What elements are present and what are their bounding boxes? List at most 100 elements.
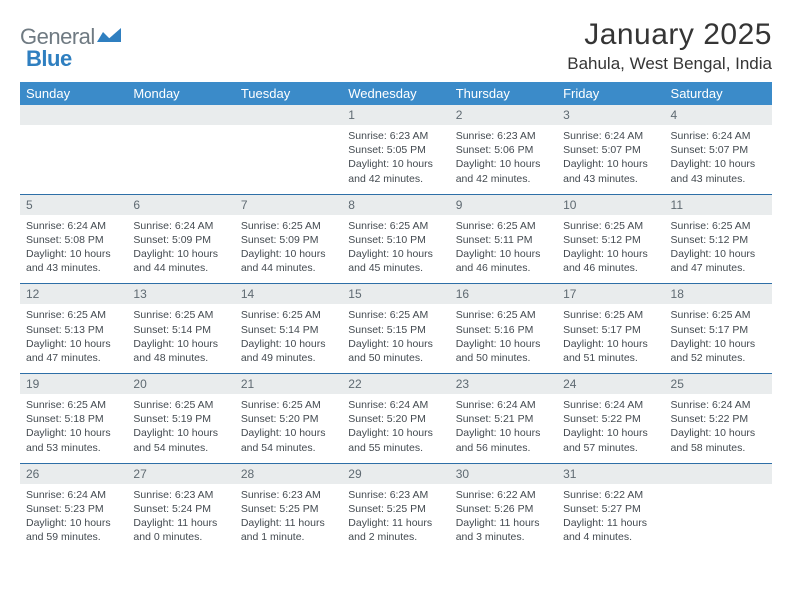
calendar-cell: 25Sunrise: 6:24 AMSunset: 5:22 PMDayligh… xyxy=(665,374,772,464)
day-body: Sunrise: 6:25 AMSunset: 5:12 PMDaylight:… xyxy=(557,215,664,284)
sunrise-line: Sunrise: 6:25 AM xyxy=(241,398,336,412)
sunset-line: Sunset: 5:09 PM xyxy=(241,233,336,247)
calendar-week-row: 26Sunrise: 6:24 AMSunset: 5:23 PMDayligh… xyxy=(20,463,772,552)
calendar-cell: 13Sunrise: 6:25 AMSunset: 5:14 PMDayligh… xyxy=(127,284,234,374)
sunrise-line: Sunrise: 6:25 AM xyxy=(563,219,658,233)
calendar-cell: 6Sunrise: 6:24 AMSunset: 5:09 PMDaylight… xyxy=(127,194,234,284)
sunrise-line: Sunrise: 6:24 AM xyxy=(133,219,228,233)
weekday-header-row: Sunday Monday Tuesday Wednesday Thursday… xyxy=(20,82,772,105)
sunrise-line: Sunrise: 6:24 AM xyxy=(671,129,766,143)
daylight-line: Daylight: 10 hours and 44 minutes. xyxy=(241,247,336,275)
calendar-week-row: 12Sunrise: 6:25 AMSunset: 5:13 PMDayligh… xyxy=(20,284,772,374)
sunrise-line: Sunrise: 6:25 AM xyxy=(241,308,336,322)
daylight-line: Daylight: 10 hours and 57 minutes. xyxy=(563,426,658,454)
day-number: 22 xyxy=(342,374,449,394)
daylight-line: Daylight: 11 hours and 0 minutes. xyxy=(133,516,228,544)
daylight-line: Daylight: 11 hours and 2 minutes. xyxy=(348,516,443,544)
calendar-cell: 3Sunrise: 6:24 AMSunset: 5:07 PMDaylight… xyxy=(557,105,664,194)
calendar-cell: 4Sunrise: 6:24 AMSunset: 5:07 PMDaylight… xyxy=(665,105,772,194)
daylight-line: Daylight: 10 hours and 43 minutes. xyxy=(26,247,121,275)
daylight-line: Daylight: 10 hours and 44 minutes. xyxy=(133,247,228,275)
sunset-line: Sunset: 5:06 PM xyxy=(456,143,551,157)
sunset-line: Sunset: 5:17 PM xyxy=(563,323,658,337)
day-number: 7 xyxy=(235,195,342,215)
sunset-line: Sunset: 5:22 PM xyxy=(563,412,658,426)
month-title: January 2025 xyxy=(567,18,772,52)
daylight-line: Daylight: 10 hours and 43 minutes. xyxy=(563,157,658,185)
day-body: Sunrise: 6:23 AMSunset: 5:24 PMDaylight:… xyxy=(127,484,234,553)
day-body: Sunrise: 6:25 AMSunset: 5:19 PMDaylight:… xyxy=(127,394,234,463)
day-number: 31 xyxy=(557,464,664,484)
daylight-line: Daylight: 10 hours and 47 minutes. xyxy=(26,337,121,365)
sunrise-line: Sunrise: 6:23 AM xyxy=(348,488,443,502)
day-body: Sunrise: 6:25 AMSunset: 5:14 PMDaylight:… xyxy=(127,304,234,373)
daylight-line: Daylight: 10 hours and 46 minutes. xyxy=(456,247,551,275)
day-body: Sunrise: 6:24 AMSunset: 5:21 PMDaylight:… xyxy=(450,394,557,463)
daylight-line: Daylight: 10 hours and 56 minutes. xyxy=(456,426,551,454)
day-number: 16 xyxy=(450,284,557,304)
sunset-line: Sunset: 5:05 PM xyxy=(348,143,443,157)
location-subtitle: Bahula, West Bengal, India xyxy=(567,54,772,74)
calendar-cell: 31Sunrise: 6:22 AMSunset: 5:27 PMDayligh… xyxy=(557,463,664,552)
daylight-line: Daylight: 10 hours and 55 minutes. xyxy=(348,426,443,454)
calendar-cell: 1Sunrise: 6:23 AMSunset: 5:05 PMDaylight… xyxy=(342,105,449,194)
brand-name-b: Blue xyxy=(26,46,72,71)
sunset-line: Sunset: 5:20 PM xyxy=(241,412,336,426)
header: General January 2025 Bahula, West Bengal… xyxy=(20,18,772,74)
calendar-cell xyxy=(20,105,127,194)
calendar-cell: 15Sunrise: 6:25 AMSunset: 5:15 PMDayligh… xyxy=(342,284,449,374)
day-body: Sunrise: 6:25 AMSunset: 5:16 PMDaylight:… xyxy=(450,304,557,373)
calendar-cell: 18Sunrise: 6:25 AMSunset: 5:17 PMDayligh… xyxy=(665,284,772,374)
sunrise-line: Sunrise: 6:22 AM xyxy=(456,488,551,502)
calendar-cell: 28Sunrise: 6:23 AMSunset: 5:25 PMDayligh… xyxy=(235,463,342,552)
day-body: Sunrise: 6:25 AMSunset: 5:18 PMDaylight:… xyxy=(20,394,127,463)
day-body: Sunrise: 6:25 AMSunset: 5:17 PMDaylight:… xyxy=(557,304,664,373)
daylight-line: Daylight: 10 hours and 47 minutes. xyxy=(671,247,766,275)
day-number: 23 xyxy=(450,374,557,394)
day-body: Sunrise: 6:25 AMSunset: 5:11 PMDaylight:… xyxy=(450,215,557,284)
sunrise-line: Sunrise: 6:25 AM xyxy=(563,308,658,322)
sunrise-line: Sunrise: 6:25 AM xyxy=(26,308,121,322)
daylight-line: Daylight: 10 hours and 42 minutes. xyxy=(456,157,551,185)
calendar-body: 1Sunrise: 6:23 AMSunset: 5:05 PMDaylight… xyxy=(20,105,772,552)
calendar-cell: 8Sunrise: 6:25 AMSunset: 5:10 PMDaylight… xyxy=(342,194,449,284)
sunset-line: Sunset: 5:12 PM xyxy=(563,233,658,247)
daylight-line: Daylight: 10 hours and 50 minutes. xyxy=(348,337,443,365)
day-number: 30 xyxy=(450,464,557,484)
sunrise-line: Sunrise: 6:25 AM xyxy=(456,219,551,233)
day-body: Sunrise: 6:24 AMSunset: 5:22 PMDaylight:… xyxy=(557,394,664,463)
sunset-line: Sunset: 5:07 PM xyxy=(671,143,766,157)
sunset-line: Sunset: 5:14 PM xyxy=(241,323,336,337)
sunrise-line: Sunrise: 6:24 AM xyxy=(348,398,443,412)
sunset-line: Sunset: 5:08 PM xyxy=(26,233,121,247)
day-body: Sunrise: 6:24 AMSunset: 5:08 PMDaylight:… xyxy=(20,215,127,284)
daylight-line: Daylight: 10 hours and 46 minutes. xyxy=(563,247,658,275)
day-number: 6 xyxy=(127,195,234,215)
calendar-cell: 2Sunrise: 6:23 AMSunset: 5:06 PMDaylight… xyxy=(450,105,557,194)
sunrise-line: Sunrise: 6:25 AM xyxy=(348,219,443,233)
day-body: Sunrise: 6:25 AMSunset: 5:17 PMDaylight:… xyxy=(665,304,772,373)
day-body: Sunrise: 6:23 AMSunset: 5:05 PMDaylight:… xyxy=(342,125,449,194)
daylight-line: Daylight: 11 hours and 4 minutes. xyxy=(563,516,658,544)
daylight-line: Daylight: 10 hours and 45 minutes. xyxy=(348,247,443,275)
sunrise-line: Sunrise: 6:23 AM xyxy=(348,129,443,143)
day-number: 11 xyxy=(665,195,772,215)
sunrise-line: Sunrise: 6:25 AM xyxy=(241,219,336,233)
calendar-cell: 5Sunrise: 6:24 AMSunset: 5:08 PMDaylight… xyxy=(20,194,127,284)
brand-mark-icon xyxy=(97,26,121,49)
day-body: Sunrise: 6:25 AMSunset: 5:13 PMDaylight:… xyxy=(20,304,127,373)
day-body: Sunrise: 6:24 AMSunset: 5:23 PMDaylight:… xyxy=(20,484,127,553)
day-number: 1 xyxy=(342,105,449,125)
calendar-week-row: 19Sunrise: 6:25 AMSunset: 5:18 PMDayligh… xyxy=(20,374,772,464)
day-body: Sunrise: 6:22 AMSunset: 5:26 PMDaylight:… xyxy=(450,484,557,553)
calendar-cell: 27Sunrise: 6:23 AMSunset: 5:24 PMDayligh… xyxy=(127,463,234,552)
daylight-line: Daylight: 10 hours and 50 minutes. xyxy=(456,337,551,365)
calendar-week-row: 1Sunrise: 6:23 AMSunset: 5:05 PMDaylight… xyxy=(20,105,772,194)
day-body: Sunrise: 6:25 AMSunset: 5:10 PMDaylight:… xyxy=(342,215,449,284)
day-body: Sunrise: 6:24 AMSunset: 5:22 PMDaylight:… xyxy=(665,394,772,463)
day-number: 25 xyxy=(665,374,772,394)
sunset-line: Sunset: 5:25 PM xyxy=(241,502,336,516)
day-number: 15 xyxy=(342,284,449,304)
sunrise-line: Sunrise: 6:23 AM xyxy=(241,488,336,502)
sunrise-line: Sunrise: 6:24 AM xyxy=(563,129,658,143)
